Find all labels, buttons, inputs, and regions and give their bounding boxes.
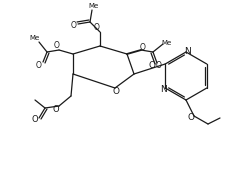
Text: O: O bbox=[140, 42, 146, 52]
Text: O: O bbox=[32, 114, 38, 124]
Text: O: O bbox=[156, 61, 162, 70]
Text: N: N bbox=[185, 46, 191, 56]
Text: Me: Me bbox=[89, 3, 99, 9]
Text: Me: Me bbox=[30, 35, 40, 41]
Text: O: O bbox=[53, 105, 59, 113]
Text: O: O bbox=[36, 61, 42, 69]
Text: O: O bbox=[94, 23, 100, 33]
Text: O: O bbox=[113, 88, 120, 97]
Text: O: O bbox=[188, 113, 195, 122]
Text: O: O bbox=[71, 22, 77, 30]
Text: N: N bbox=[160, 85, 167, 93]
Text: O: O bbox=[148, 61, 155, 69]
Text: O: O bbox=[54, 42, 60, 50]
Text: Me: Me bbox=[162, 40, 172, 46]
